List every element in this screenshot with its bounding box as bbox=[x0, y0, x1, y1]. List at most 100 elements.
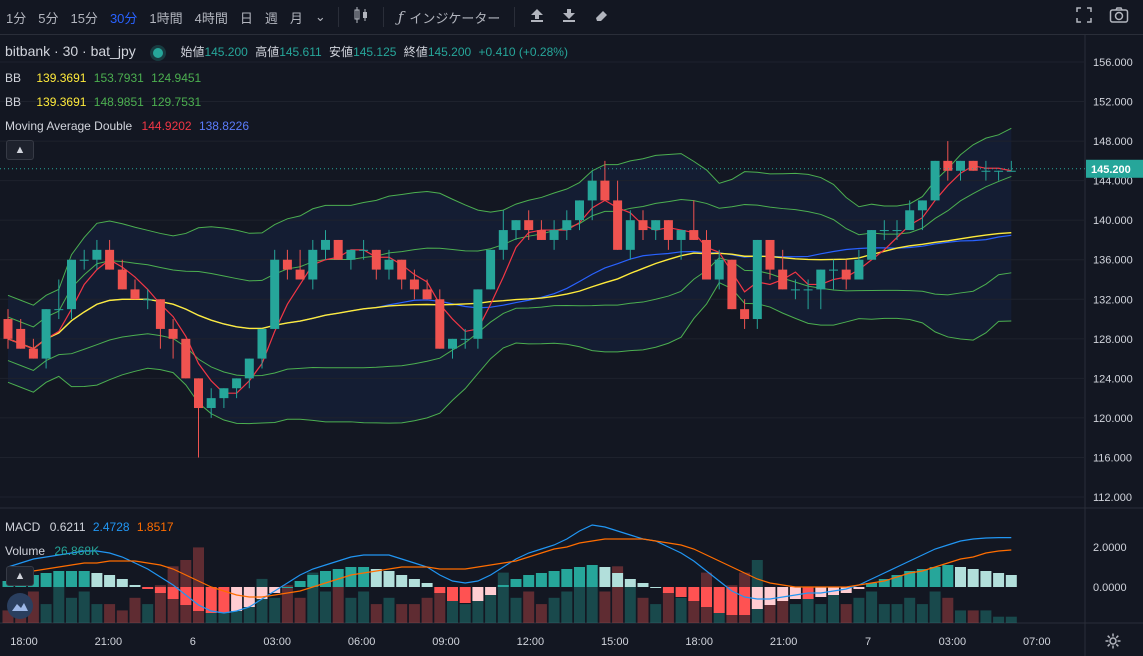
timeframe-0[interactable]: 1分 bbox=[6, 10, 27, 26]
price-tick-label: 156.000 bbox=[1093, 57, 1133, 69]
macd-histogram-bar bbox=[510, 579, 522, 587]
chevron-up-icon: ▲ bbox=[14, 144, 26, 156]
candle-body bbox=[219, 388, 229, 399]
macd-histogram-bar bbox=[218, 587, 230, 613]
volume-bar bbox=[574, 585, 585, 623]
candle-body bbox=[232, 378, 242, 389]
volume-bar bbox=[967, 610, 979, 623]
download-icon[interactable] bbox=[553, 7, 585, 27]
volume-bar bbox=[535, 604, 547, 623]
price-tick-label: 116.000 bbox=[1093, 452, 1132, 464]
collapse-legend-button[interactable]: ▲ bbox=[6, 140, 34, 160]
macd-histogram-bar bbox=[650, 587, 662, 588]
candle-body bbox=[905, 210, 915, 231]
macd-histogram-bar bbox=[154, 587, 166, 593]
macd-histogram-bar bbox=[307, 575, 319, 587]
timeframe-1[interactable]: 5分 bbox=[38, 10, 59, 26]
candle-body bbox=[155, 299, 165, 329]
timeframe-dropdown[interactable]: ⌄ bbox=[314, 9, 326, 24]
timeframe-8[interactable]: 月 bbox=[289, 10, 303, 26]
macd-line bbox=[7, 524, 1012, 614]
macd-histogram-bar bbox=[358, 567, 370, 587]
timeframe-4[interactable]: 1時間 bbox=[149, 10, 183, 26]
volume-bar bbox=[497, 572, 509, 623]
candle-body bbox=[117, 269, 127, 290]
volume-legend[interactable]: Volume 26.868K bbox=[5, 544, 103, 558]
macd-histogram-bar bbox=[523, 575, 535, 587]
candle-body bbox=[803, 289, 813, 291]
volume-bar bbox=[815, 604, 827, 623]
candle-body bbox=[257, 328, 267, 359]
macd-histogram-bar bbox=[53, 571, 65, 587]
timeframe-2[interactable]: 15分 bbox=[70, 10, 98, 26]
candle-body bbox=[321, 239, 330, 250]
timeframe-5[interactable]: 4時間 bbox=[194, 10, 228, 26]
macd-histogram-bar bbox=[345, 567, 357, 587]
symbol-name[interactable]: bitbank · 30 · bat_jpy bbox=[5, 43, 136, 59]
time-tick-label: 03:00 bbox=[263, 636, 291, 648]
macd-histogram-bar bbox=[675, 587, 687, 597]
candlestick-style-icon[interactable] bbox=[345, 6, 377, 28]
fullscreen-icon[interactable] bbox=[1067, 6, 1101, 28]
bb2-upper: 148.9851 bbox=[93, 95, 144, 109]
timeframe-7[interactable]: 週 bbox=[264, 10, 278, 26]
top-toolbar: 1分 5分 15分 30分 1時間 4時間日週月 ⌄ ƒ インジケーター bbox=[0, 0, 1143, 35]
volume-bar bbox=[53, 585, 65, 623]
mad-legend[interactable]: Moving Average Double 144.9202 138.8226 bbox=[5, 119, 253, 133]
candle-body bbox=[613, 200, 623, 250]
indicators-button[interactable]: ƒ インジケーター bbox=[390, 8, 509, 27]
time-tick-label: 6 bbox=[190, 636, 196, 648]
volume-bar bbox=[281, 585, 293, 623]
toolbar-divider bbox=[337, 7, 339, 27]
candle-body bbox=[689, 230, 699, 240]
bb1-upper: 153.7931 bbox=[93, 71, 144, 85]
macd-histogram-bar bbox=[561, 569, 573, 587]
candle-body bbox=[867, 230, 877, 260]
macd-tick-label: 2.0000 bbox=[1093, 542, 1127, 554]
candle-body bbox=[79, 259, 89, 261]
tradingview-logo[interactable] bbox=[7, 593, 33, 619]
collapse-pane-legend-button[interactable]: ▲ bbox=[6, 566, 34, 586]
candle-body bbox=[54, 309, 64, 311]
bb2-legend[interactable]: BB 139.3691 148.9851 129.7531 bbox=[5, 95, 205, 109]
candle-body bbox=[892, 230, 902, 232]
volume-bar bbox=[561, 591, 573, 623]
candle-body bbox=[28, 348, 38, 359]
price-tick-label: 136.000 bbox=[1093, 255, 1133, 267]
time-tick-label: 18:00 bbox=[685, 636, 713, 648]
last-price-badge bbox=[1086, 159, 1143, 178]
macd-histogram-bar bbox=[548, 571, 560, 587]
price-tick-label: 124.000 bbox=[1093, 373, 1133, 385]
upload-icon[interactable] bbox=[521, 7, 553, 27]
bb2-label: BB bbox=[5, 95, 22, 109]
chart-area[interactable]: 156.000 152.000 148.000 144.000 140.000 136.0… bbox=[0, 35, 1143, 656]
camera-icon[interactable] bbox=[1101, 6, 1137, 28]
timeframe-3[interactable]: 30分 bbox=[109, 10, 138, 26]
candle-body bbox=[371, 249, 381, 270]
candle-body bbox=[600, 180, 610, 201]
volume-bar bbox=[802, 597, 814, 623]
timeframe-6[interactable]: 日 bbox=[239, 10, 253, 26]
close-value: 145.200 bbox=[427, 45, 472, 59]
settings-gear-icon[interactable] bbox=[1105, 633, 1121, 654]
mad-slow: 138.8226 bbox=[198, 119, 250, 133]
candle-body bbox=[244, 358, 254, 379]
candle-body bbox=[562, 220, 572, 231]
volume-bar bbox=[777, 597, 789, 623]
market-status-icon bbox=[153, 47, 164, 58]
volume-bar bbox=[307, 572, 319, 623]
volume-bar bbox=[624, 585, 636, 623]
macd-histogram-bar bbox=[662, 587, 674, 593]
bb1-legend[interactable]: BB 139.3691 153.7931 124.9451 bbox=[5, 71, 205, 85]
macd-legend[interactable]: MACD 0.6211 2.4728 1.8517 bbox=[5, 520, 178, 534]
volume-bar bbox=[485, 591, 497, 623]
eraser-icon[interactable] bbox=[585, 7, 617, 27]
macd-histogram-bar bbox=[129, 585, 141, 587]
macd-histogram-bar bbox=[256, 587, 268, 599]
volume-bar bbox=[104, 604, 116, 623]
volume-bar bbox=[193, 547, 204, 623]
price-tick-label: 132.000 bbox=[1093, 294, 1133, 306]
candle-body bbox=[943, 160, 953, 171]
candle-body bbox=[409, 279, 419, 290]
time-tick-label: 07:00 bbox=[1023, 636, 1051, 648]
